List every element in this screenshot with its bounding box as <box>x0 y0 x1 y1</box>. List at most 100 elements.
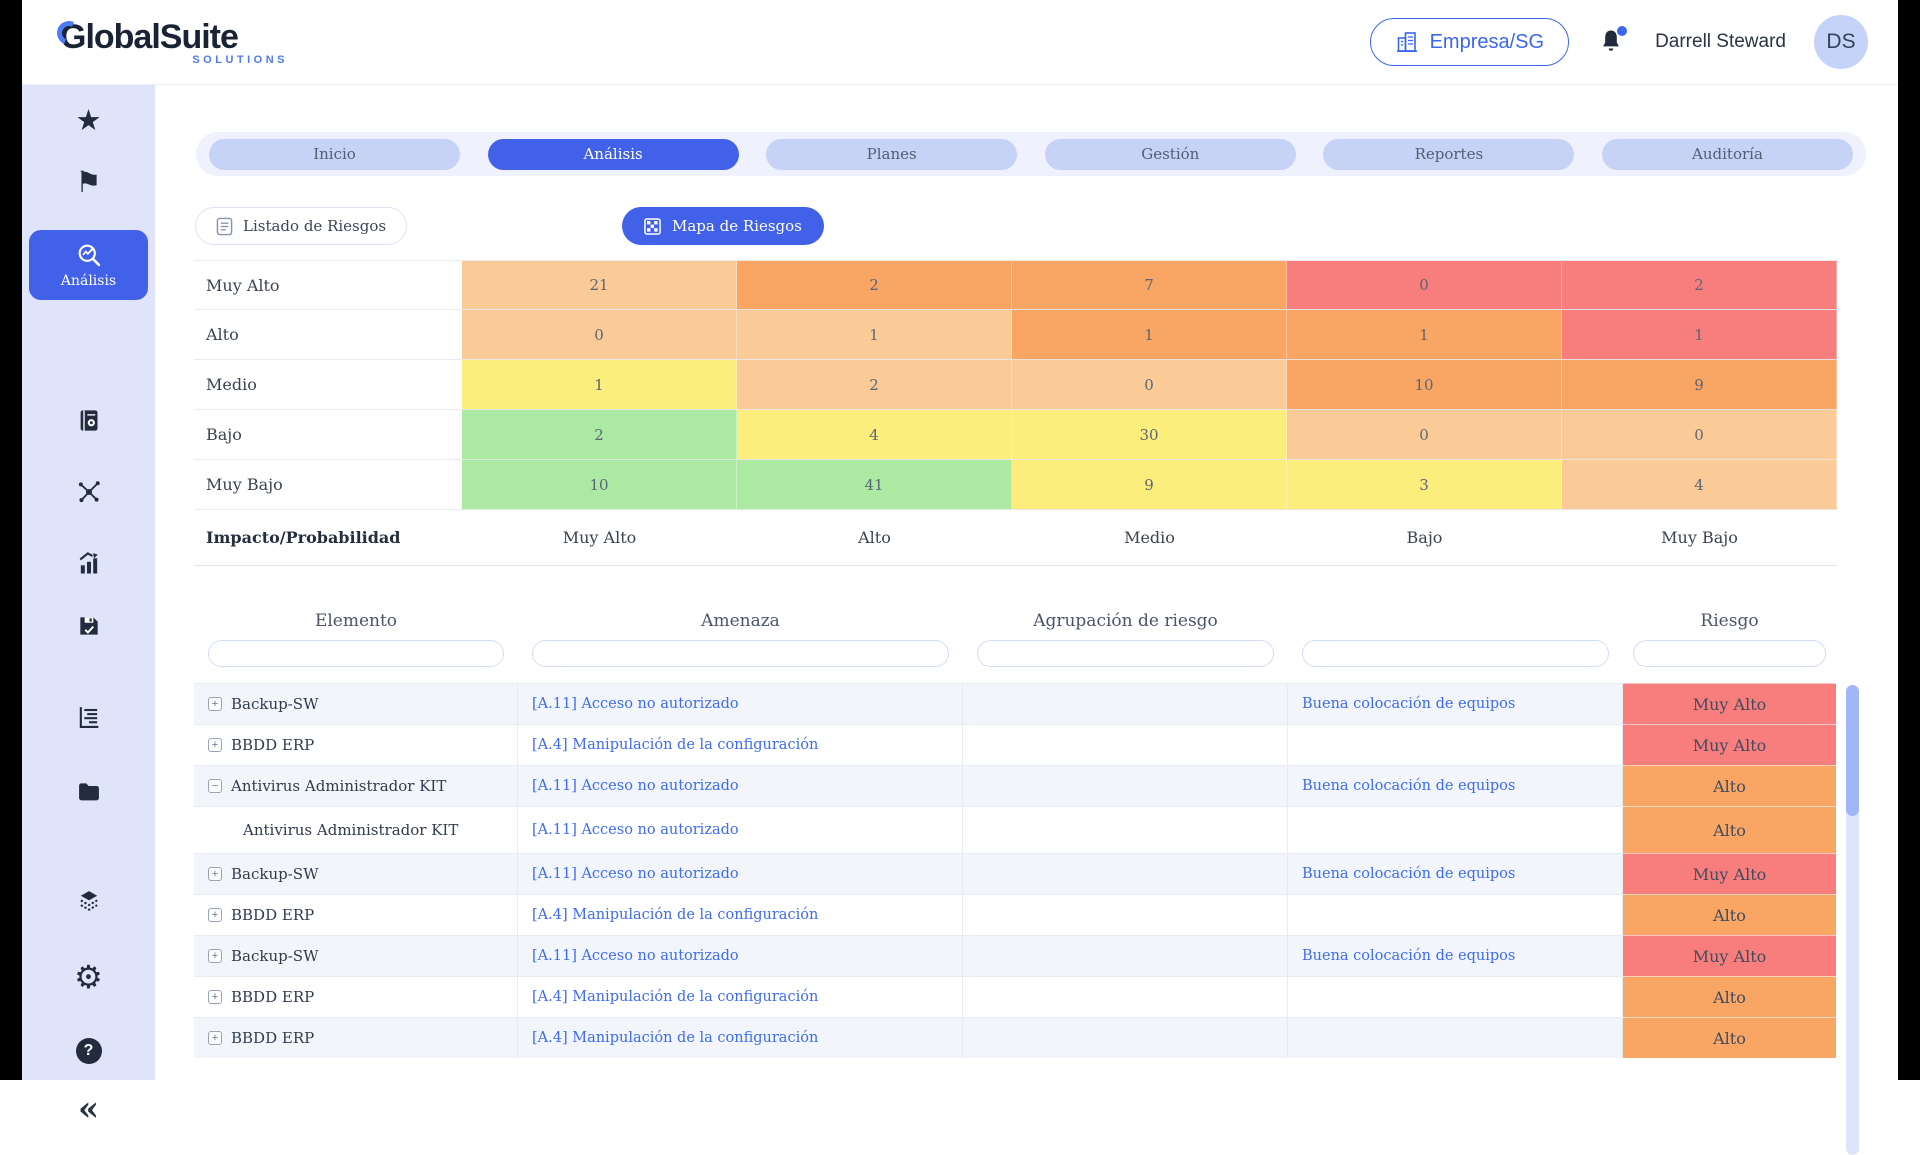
tab-gestion[interactable]: Gestión <box>1044 138 1296 170</box>
group-cell <box>963 935 1288 976</box>
expand-toggle[interactable]: + <box>208 738 222 752</box>
matrix-cell[interactable]: 3 <box>1287 460 1562 510</box>
star-icon: ★ <box>75 102 102 137</box>
sidebar-item-flags[interactable]: ⚑ <box>22 160 155 204</box>
subtab-listado-riesgos[interactable]: Listado de Riesgos <box>195 207 408 245</box>
group-cell <box>963 976 1288 1017</box>
matrix-cell[interactable]: 9 <box>1012 460 1287 510</box>
matrix-cell[interactable]: 1 <box>1287 310 1562 360</box>
safeguard-link[interactable]: Buena colocación de equipos <box>1302 948 1516 964</box>
sidebar-item-help[interactable]: ? <box>22 1029 155 1073</box>
module-tabbar: Inicio Análisis Planes Gestión Reportes … <box>196 132 1866 176</box>
threat-link[interactable]: [A.4] Manipulación de la configuración <box>532 989 819 1005</box>
matrix-cell[interactable]: 1 <box>1012 310 1287 360</box>
expand-toggle[interactable]: + <box>208 867 222 881</box>
matrix-cell[interactable]: 9 <box>1562 360 1837 410</box>
table-row: − Antivirus Administrador KIT [A.11] Acce… <box>194 765 1836 806</box>
threat-link[interactable]: [A.11] Acceso no autorizado <box>532 948 739 964</box>
matrix-cell[interactable]: 4 <box>1562 460 1837 510</box>
threat-link[interactable]: [A.11] Acceso no autorizado <box>532 866 739 882</box>
expand-toggle[interactable]: + <box>208 908 222 922</box>
sidebar-item-documents[interactable] <box>22 769 155 813</box>
risk-badge: Alto <box>1623 765 1836 806</box>
filter-input-amenaza[interactable] <box>532 640 949 667</box>
matrix-cell[interactable]: 1 <box>462 360 737 410</box>
matrix-cell[interactable]: 2 <box>737 260 1012 310</box>
tab-analisis[interactable]: Análisis <box>487 138 739 170</box>
group-cell <box>963 894 1288 935</box>
subtab-mapa-riesgos[interactable]: Mapa de Riesgos <box>622 207 824 245</box>
safeguard-link[interactable]: Buena colocación de equipos <box>1302 696 1516 712</box>
matrix-cell[interactable]: 0 <box>462 310 737 360</box>
help-icon: ? <box>75 1038 102 1064</box>
sidebar-item-settings[interactable]: ⚙ <box>22 955 155 999</box>
element-name: BBDD ERP <box>231 906 315 924</box>
matrix-cell[interactable]: 1 <box>737 310 1012 360</box>
expand-toggle[interactable]: + <box>208 1031 222 1045</box>
sidebar-item-save[interactable] <box>22 604 155 648</box>
table-row: + Backup-SW [A.11] Acceso no autorizado B… <box>194 683 1836 724</box>
tab-auditoria[interactable]: Auditoría <box>1601 138 1853 170</box>
filter-input-riesgo[interactable] <box>1633 640 1826 667</box>
matrix-cell[interactable]: 21 <box>462 260 737 310</box>
book-icon <box>80 409 98 431</box>
tab-reportes[interactable]: Reportes <box>1323 138 1575 170</box>
matrix-cell[interactable]: 1 <box>1562 310 1837 360</box>
threat-link[interactable]: [A.4] Manipulación de la configuración <box>532 1030 819 1046</box>
matrix-cell[interactable]: 4 <box>737 410 1012 460</box>
tab-inicio[interactable]: Inicio <box>209 138 460 170</box>
table-row: + Backup-SW [A.11] Acceso no autorizado B… <box>194 935 1836 976</box>
expand-toggle[interactable]: + <box>208 697 222 711</box>
sidebar-item-statistics[interactable] <box>22 541 155 585</box>
matrix-cell[interactable]: 10 <box>462 460 737 510</box>
threat-link[interactable]: [A.11] Acceso no autorizado <box>532 778 739 794</box>
col-header-riesgo: Riesgo <box>1700 611 1759 631</box>
tab-planes[interactable]: Planes <box>766 138 1018 170</box>
matrix-cell[interactable]: 0 <box>1287 410 1562 460</box>
safeguard-link[interactable]: Buena colocación de equipos <box>1302 778 1516 794</box>
threat-link[interactable]: [A.11] Acceso no autorizado <box>532 696 739 712</box>
threat-link[interactable]: [A.4] Manipulación de la configuración <box>532 907 819 923</box>
notifications-button[interactable] <box>1597 25 1629 57</box>
sidebar-item-audit-book[interactable] <box>22 398 155 442</box>
sidebar-active-label: Análisis <box>60 273 117 289</box>
matrix-cell[interactable]: 41 <box>737 460 1012 510</box>
matrix-col-label: Alto <box>737 510 1012 566</box>
matrix-cell[interactable]: 2 <box>737 360 1012 410</box>
avatar[interactable]: DS <box>1814 15 1868 69</box>
matrix-cell[interactable]: 0 <box>1012 360 1287 410</box>
threat-link[interactable]: [A.11] Acceso no autorizado <box>532 822 739 838</box>
sidebar-item-layers[interactable] <box>22 879 155 923</box>
filter-input-elemento[interactable] <box>208 640 504 667</box>
filter-input-safeguard[interactable] <box>1302 640 1609 667</box>
sidebar-item-network[interactable] <box>22 470 155 514</box>
user-name[interactable]: Darrell Steward <box>1655 31 1786 52</box>
filter-input-agrupacion[interactable] <box>977 640 1274 667</box>
table-row: + BBDD ERP [A.4] Manipulación de la confi… <box>194 894 1836 935</box>
matrix-cell[interactable]: 2 <box>462 410 737 460</box>
matrix-cell[interactable]: 2 <box>1562 260 1837 310</box>
table-scrollbar-thumb[interactable] <box>1846 685 1859 816</box>
bar-chart-icon <box>79 552 98 574</box>
matrix-cell[interactable]: 10 <box>1287 360 1562 410</box>
logo: GlobalSuite SOLUTIONS <box>53 17 310 66</box>
matrix-cell[interactable]: 0 <box>1562 410 1837 460</box>
threat-link[interactable]: [A.4] Manipulación de la configuración <box>532 737 819 753</box>
sidebar-item-report[interactable] <box>22 695 155 739</box>
matrix-row-label: Muy Bajo <box>194 460 462 510</box>
safeguard-link[interactable]: Buena colocación de equipos <box>1302 866 1516 882</box>
matrix-cell[interactable]: 30 <box>1012 410 1287 460</box>
expand-toggle[interactable]: + <box>208 949 222 963</box>
sidebar-collapse-button[interactable]: « <box>22 1087 155 1131</box>
table-scrollbar-track[interactable] <box>1846 685 1859 1155</box>
expand-toggle[interactable]: + <box>208 990 222 1004</box>
matrix-cell[interactable]: 0 <box>1287 260 1562 310</box>
collapse-toggle[interactable]: − <box>208 779 222 793</box>
sidebar-item-favorites[interactable]: ★ <box>22 98 155 142</box>
col-header-agrupacion: Agrupación de riesgo <box>1033 611 1218 631</box>
organization-button[interactable]: Empresa/SG <box>1369 18 1570 66</box>
risk-badge: Muy Alto <box>1623 724 1836 765</box>
matrix-cell[interactable]: 7 <box>1012 260 1287 310</box>
sidebar-item-analisis[interactable]: Análisis <box>29 230 148 300</box>
subtab-mapa-label: Mapa de Riesgos <box>672 217 802 235</box>
